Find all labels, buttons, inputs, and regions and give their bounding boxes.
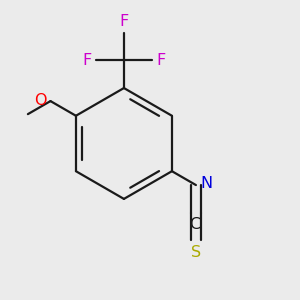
Text: F: F <box>157 53 166 68</box>
Text: F: F <box>119 14 128 29</box>
Text: F: F <box>82 53 91 68</box>
Text: S: S <box>191 245 201 260</box>
Text: C: C <box>189 217 200 232</box>
Text: O: O <box>34 93 46 108</box>
Text: N: N <box>200 176 212 190</box>
